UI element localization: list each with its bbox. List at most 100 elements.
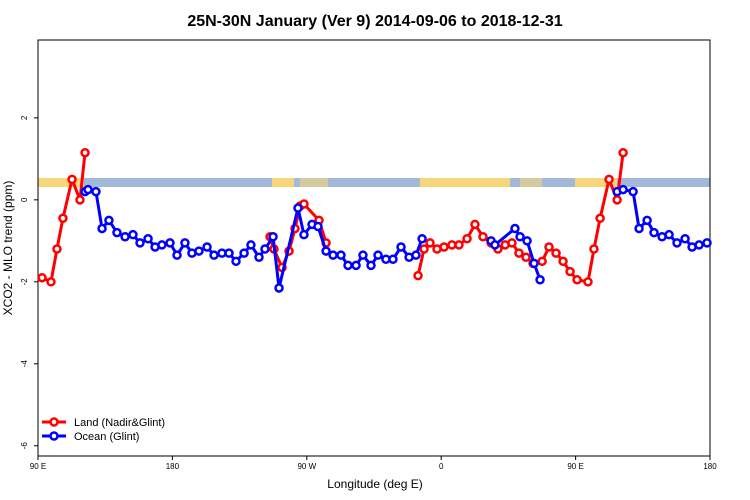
data-point bbox=[507, 238, 517, 248]
data-point bbox=[544, 242, 554, 252]
y-tick-label: -4 bbox=[20, 360, 29, 368]
data-point bbox=[209, 250, 219, 260]
data-point bbox=[604, 174, 614, 185]
data-point bbox=[231, 256, 241, 267]
data-point bbox=[313, 221, 323, 232]
data-point bbox=[246, 240, 256, 250]
legend-label: Land (Nadir&Glint) bbox=[74, 417, 165, 429]
data-point bbox=[202, 242, 212, 252]
data-point bbox=[612, 195, 622, 205]
data-point bbox=[260, 244, 270, 254]
data-point bbox=[634, 223, 644, 234]
data-point bbox=[97, 223, 107, 234]
data-point bbox=[172, 250, 182, 260]
data-point bbox=[75, 195, 85, 205]
y-tick-label: 2 bbox=[20, 115, 29, 120]
data-point bbox=[490, 240, 500, 250]
data-point bbox=[462, 234, 472, 244]
data-point bbox=[565, 266, 575, 277]
data-point bbox=[351, 260, 361, 271]
data-point bbox=[165, 238, 175, 248]
data-point bbox=[510, 223, 520, 234]
data-point bbox=[373, 250, 383, 260]
data-point bbox=[618, 147, 628, 158]
data-point bbox=[396, 242, 406, 252]
data-point bbox=[454, 240, 464, 250]
data-point bbox=[299, 199, 309, 209]
data-point bbox=[366, 260, 376, 271]
data-point bbox=[58, 213, 68, 224]
x-tick-label: 0 bbox=[439, 462, 444, 471]
data-point bbox=[254, 252, 264, 262]
data-point bbox=[274, 283, 284, 293]
data-point bbox=[328, 250, 338, 260]
series-line bbox=[416, 152, 625, 284]
data-point bbox=[515, 231, 525, 242]
data-point bbox=[135, 238, 145, 248]
data-point bbox=[680, 234, 690, 244]
y-axis-label: XCO2 - MLO trend (ppm) bbox=[1, 181, 15, 316]
data-point bbox=[343, 260, 353, 271]
data-point bbox=[83, 184, 93, 195]
data-point bbox=[664, 229, 674, 240]
x-axis-label: Longitude (deg E) bbox=[327, 477, 422, 491]
data-point bbox=[67, 174, 77, 185]
legend-label: Ocean (Glint) bbox=[74, 431, 139, 443]
data-point bbox=[572, 275, 582, 285]
data-point bbox=[46, 277, 56, 287]
y-tick-label: -2 bbox=[20, 278, 29, 286]
data-point bbox=[649, 227, 659, 238]
data-point bbox=[521, 252, 531, 262]
data-point bbox=[413, 270, 423, 281]
data-point bbox=[336, 250, 346, 260]
data-point bbox=[419, 244, 429, 254]
data-point bbox=[104, 215, 114, 226]
data-point bbox=[37, 272, 47, 283]
data-point bbox=[529, 258, 539, 269]
plot-frame bbox=[37, 39, 711, 457]
chart-title: 25N-30N January (Ver 9) 2014-09-06 to 20… bbox=[187, 13, 562, 30]
data-point bbox=[589, 244, 599, 254]
data-point bbox=[514, 248, 524, 258]
data-point bbox=[672, 238, 682, 248]
data-point bbox=[80, 147, 90, 158]
data-point bbox=[551, 248, 561, 258]
data-point bbox=[583, 277, 593, 287]
data-point bbox=[180, 238, 190, 248]
data-point bbox=[91, 186, 101, 197]
data-point bbox=[268, 231, 278, 242]
data-point bbox=[642, 215, 652, 226]
data-point bbox=[293, 203, 303, 213]
x-tick-label: 180 bbox=[166, 462, 180, 471]
data-point bbox=[52, 244, 62, 254]
data-point bbox=[618, 184, 628, 195]
data-point bbox=[537, 256, 547, 267]
data-point bbox=[522, 236, 532, 246]
series-line bbox=[84, 187, 424, 289]
data-point bbox=[299, 229, 309, 240]
y-tick-label: 0 bbox=[20, 197, 29, 202]
x-tick-label: 180 bbox=[703, 462, 717, 471]
land-strip bbox=[38, 178, 710, 187]
data-point bbox=[595, 213, 605, 224]
data-point bbox=[157, 240, 167, 250]
data-point bbox=[558, 256, 568, 267]
data-point bbox=[439, 242, 449, 252]
data-point bbox=[358, 250, 368, 260]
data-point bbox=[535, 275, 545, 285]
data-point bbox=[478, 231, 488, 242]
data-point bbox=[628, 186, 638, 197]
data-point bbox=[702, 238, 712, 248]
data-point bbox=[388, 254, 398, 265]
x-tick-label: 90 E bbox=[567, 462, 583, 471]
data-point bbox=[239, 248, 249, 258]
data-point bbox=[120, 231, 130, 242]
data-point bbox=[194, 246, 204, 256]
legend-marker bbox=[49, 417, 59, 427]
legend-marker bbox=[49, 431, 59, 441]
data-point bbox=[694, 240, 704, 250]
data-point bbox=[425, 238, 435, 248]
y-tick-label: -6 bbox=[20, 442, 29, 450]
data-point bbox=[224, 248, 234, 258]
